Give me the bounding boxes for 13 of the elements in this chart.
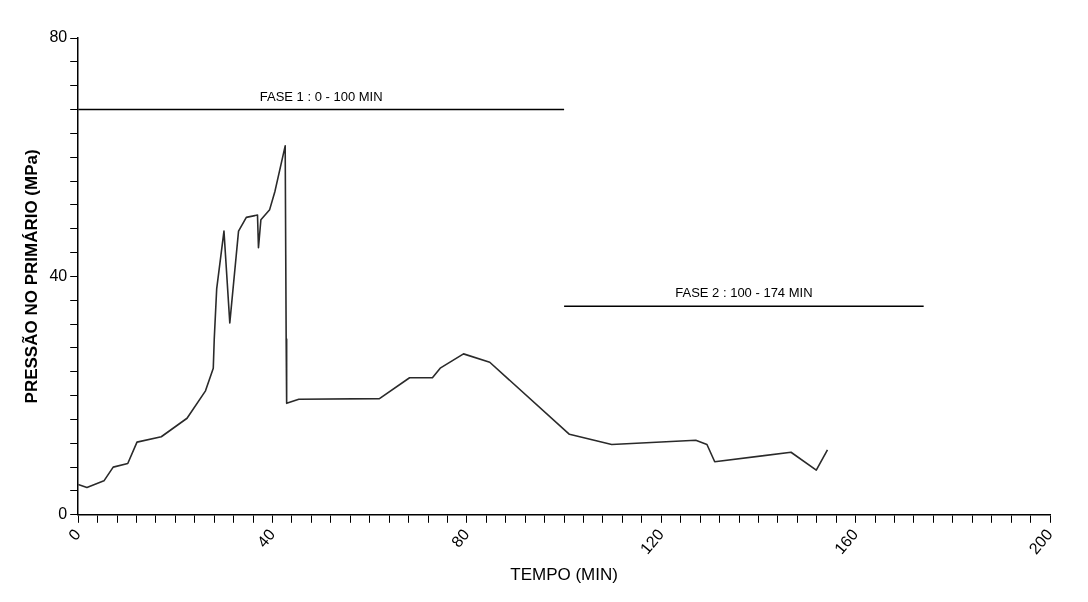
x-tick-label: 0 xyxy=(65,525,84,544)
series-label: FASE 1 : 0 - 100 MIN xyxy=(259,88,383,104)
series-label: FASE 2 : 100 - 174 MIN xyxy=(675,285,813,301)
x-tick-label: 40 xyxy=(253,525,279,551)
y-axis-title: PRESSÃO NO PRIMÁRIO (MPa) xyxy=(20,149,41,404)
y-tick-label: 40 xyxy=(49,266,68,284)
y-tick-label: 80 xyxy=(49,28,68,46)
x-axis-title: TEMPO (MIN) xyxy=(510,565,618,585)
x-tick-label: 80 xyxy=(448,525,473,551)
x-tick-label: 160 xyxy=(831,525,862,558)
x-tick-label: 200 xyxy=(1025,525,1056,558)
y-tick-label: 0 xyxy=(58,505,68,523)
x-tick-label: 120 xyxy=(636,525,668,558)
